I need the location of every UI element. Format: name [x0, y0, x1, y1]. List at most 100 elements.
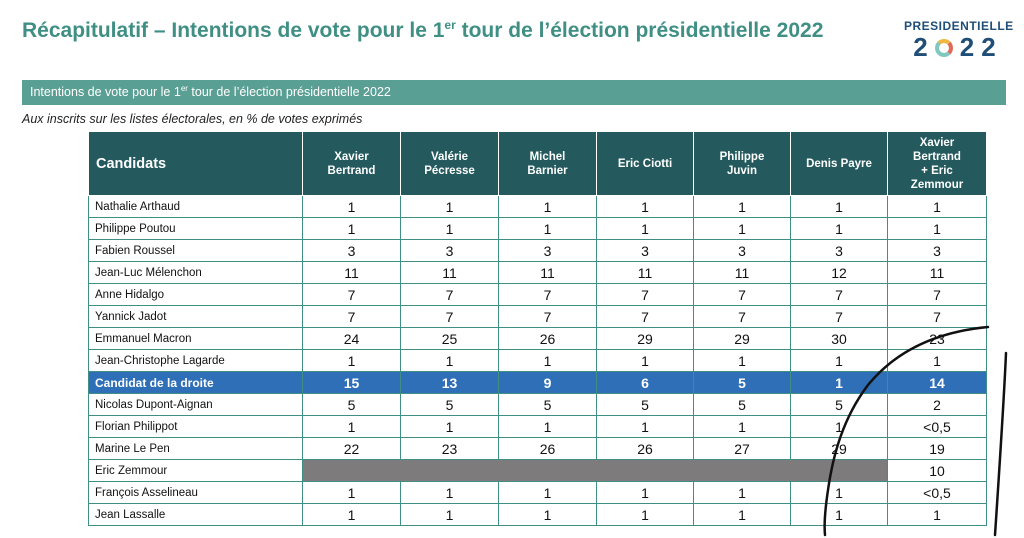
logo-label: PRESIDENTIELLE: [904, 19, 1014, 33]
candidate-name: Eric Zemmour: [88, 459, 303, 482]
vote-value-cell: 3: [498, 239, 597, 262]
vote-value-cell: 3: [400, 239, 499, 262]
vote-value-cell: 1: [400, 415, 499, 438]
vote-value-cell: 1: [693, 481, 791, 504]
table-row: Jean Lassalle 1 1 1 1 1 1 1: [88, 503, 987, 526]
table-row: Jean-Christophe Lagarde 1 1 1 1 1 1 1: [88, 349, 987, 372]
vote-value-cell: 2: [887, 393, 987, 416]
vote-value-cell: 1: [596, 349, 694, 372]
vote-value-cell: 1: [302, 349, 401, 372]
vote-value-cell: 1: [887, 503, 987, 526]
candidate-name: Florian Philippot: [88, 415, 303, 438]
vote-value-cell: 7: [498, 305, 597, 328]
vote-value-cell: 25: [400, 327, 499, 350]
candidate-name: Jean-Christophe Lagarde: [88, 349, 303, 372]
vote-value-cell: 1: [790, 195, 888, 218]
vote-value-cell: 3: [302, 239, 401, 262]
vote-value-cell: 11: [693, 261, 791, 284]
vote-value-cell: 1: [693, 195, 791, 218]
vote-value-cell: <0,5: [887, 481, 987, 504]
vote-value-cell: 1: [693, 217, 791, 240]
vote-value-cell: 1: [790, 481, 888, 504]
column-header: Michel Barnier: [498, 131, 597, 196]
candidate-name: Emmanuel Macron: [88, 327, 303, 350]
vote-value-cell: 29: [596, 327, 694, 350]
vote-value-cell: 1: [400, 195, 499, 218]
vote-value-cell: 1: [790, 217, 888, 240]
column-header: Philippe Juvin: [693, 131, 791, 196]
vote-value-cell: 19: [887, 437, 987, 460]
table-row: Yannick Jadot 7 7 7 7 7 7 7: [88, 305, 987, 328]
vote-value-cell: 1: [596, 217, 694, 240]
vote-value-cell: 5: [693, 371, 791, 394]
table-row: Fabien Roussel 3 3 3 3 3 3 3: [88, 239, 987, 262]
vote-value-cell: 1: [400, 503, 499, 526]
vote-value-cell: 7: [596, 305, 694, 328]
vote-value-cell: 1: [302, 195, 401, 218]
vote-value-cell: 7: [790, 305, 888, 328]
vote-value-cell: 27: [693, 437, 791, 460]
vote-value-cell: 23: [887, 327, 987, 350]
column-header: Denis Payre: [790, 131, 888, 196]
vote-value-cell: 9: [498, 371, 597, 394]
table-row: François Asselineau 1 1 1 1 1 1 <0,5: [88, 481, 987, 504]
logo-year: 2 22: [913, 32, 1003, 62]
candidate-name: Nicolas Dupont-Aignan: [88, 393, 303, 416]
vote-value-cell: 11: [596, 261, 694, 284]
vote-value-cell: 11: [498, 261, 597, 284]
vote-value-cell: 11: [887, 261, 987, 284]
table-row: Emmanuel Macron 24 25 26 29 29 30 23: [88, 327, 987, 350]
vote-value-cell: 26: [596, 437, 694, 460]
vote-value-cell: 11: [400, 261, 499, 284]
vote-value-cell: 5: [498, 393, 597, 416]
vote-value-cell: 11: [302, 261, 401, 284]
vote-value-cell: 7: [302, 305, 401, 328]
vote-value-cell: 1: [400, 217, 499, 240]
vote-value-cell: 23: [400, 437, 499, 460]
vote-value-cell: 7: [693, 283, 791, 306]
vote-value-cell: 1: [596, 415, 694, 438]
vote-value-cell: 1: [790, 415, 888, 438]
vote-value-cell: 7: [498, 283, 597, 306]
table-banner: Intentions de vote pour le 1er tour de l…: [22, 80, 1006, 105]
vote-value-cell: 1: [498, 481, 597, 504]
candidate-name: Jean Lassalle: [88, 503, 303, 526]
vote-value-cell: 7: [400, 283, 499, 306]
candidate-name: Candidat de la droite: [88, 371, 303, 394]
vote-value-cell: 1: [302, 415, 401, 438]
vote-value-cell: 3: [887, 239, 987, 262]
vote-value-cell: 14: [887, 371, 987, 394]
vote-value-cell: 26: [498, 437, 597, 460]
vote-value-cell: 1: [498, 195, 597, 218]
vote-value-cell: 1: [400, 349, 499, 372]
vote-value-cell: 24: [302, 327, 401, 350]
vote-value-cell: 1: [498, 349, 597, 372]
vote-value-cell: <0,5: [887, 415, 987, 438]
vote-value-cell: 7: [887, 283, 987, 306]
table-row: Philippe Poutou 1 1 1 1 1 1 1: [88, 217, 987, 240]
vote-value-cell: 1: [498, 415, 597, 438]
vote-value-cell: 6: [596, 371, 694, 394]
vote-value-cell: 10: [887, 459, 987, 482]
vote-value-cell: 1: [498, 503, 597, 526]
vote-value-cell: 5: [400, 393, 499, 416]
vote-value-cell: 1: [302, 217, 401, 240]
table-row: Eric Zemmour 10: [88, 459, 987, 482]
candidates-header: Candidats: [88, 131, 303, 196]
vote-value-cell: 1: [693, 349, 791, 372]
vote-value-cell: 7: [790, 283, 888, 306]
vote-value-cell: 1: [302, 481, 401, 504]
table-body: Nathalie Arthaud 1 1 1 1 1 1 1 Philippe Poutou 1 1…: [88, 195, 987, 526]
vote-value-cell: 30: [790, 327, 888, 350]
candidate-name: Philippe Poutou: [88, 217, 303, 240]
vote-value-cell: 5: [693, 393, 791, 416]
not-applicable-cell: [302, 459, 888, 482]
vote-value-cell: 1: [302, 503, 401, 526]
vote-value-cell: 1: [887, 195, 987, 218]
column-header: Xavier Bertrand + Eric Zemmour: [887, 131, 987, 196]
column-header: Eric Ciotti: [596, 131, 694, 196]
vote-value-cell: 1: [790, 371, 888, 394]
ink-stroke-vertical: [993, 351, 1008, 537]
vote-value-cell: 7: [693, 305, 791, 328]
vote-value-cell: 1: [693, 503, 791, 526]
